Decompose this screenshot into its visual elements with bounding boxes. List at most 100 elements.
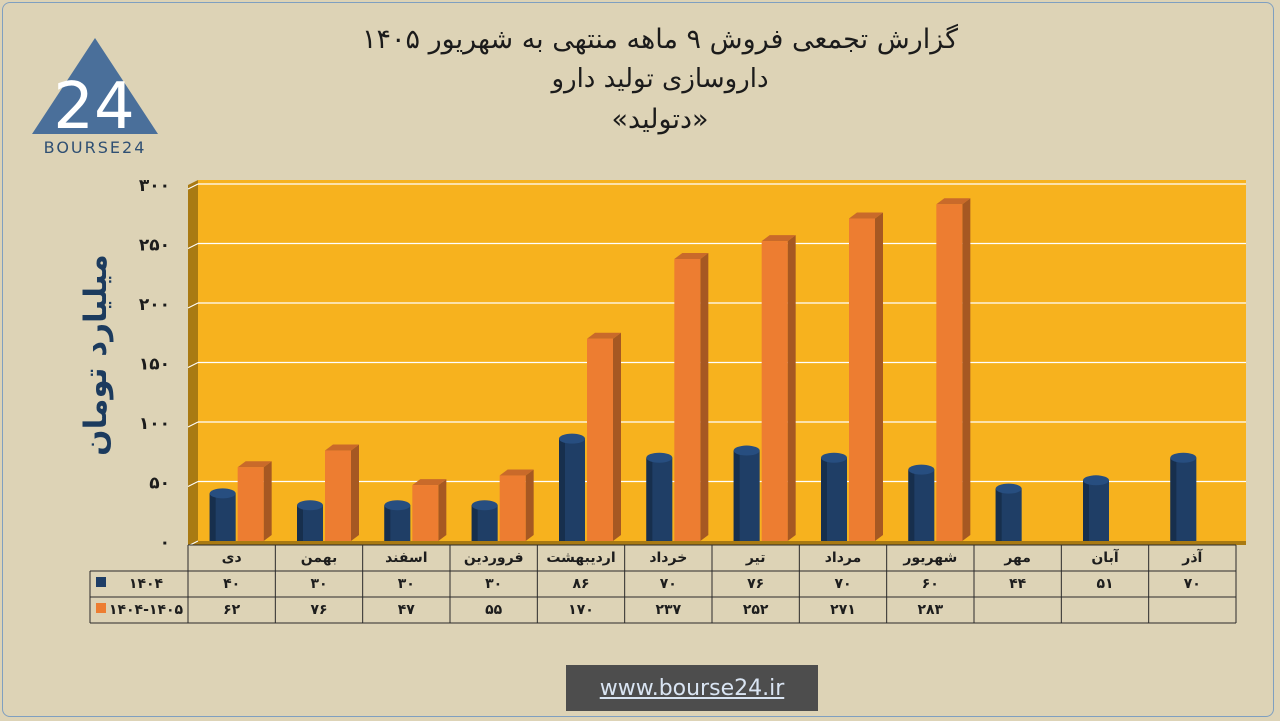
bar-1405 — [412, 485, 439, 541]
gridline-side — [187, 183, 199, 190]
y-tick-label: ۱۰۰ — [139, 414, 170, 434]
table-value: ۲۵۲ — [742, 602, 769, 618]
table-value: ۷۰ — [1183, 576, 1201, 592]
bar-1405 — [936, 204, 963, 542]
website-link[interactable]: www.bourse24.ir — [599, 675, 785, 701]
gridline-side — [187, 243, 199, 249]
bar-1405 — [587, 338, 613, 541]
table-category-label: فروردین — [463, 550, 524, 566]
table-value: ۷۰ — [659, 576, 677, 592]
bar-1404-shade — [1083, 480, 1089, 541]
table-series-name: ۱۴۰۴-۱۴۰۵ — [108, 602, 184, 618]
bar-1405-side — [700, 252, 709, 541]
bar-1404-shade — [297, 505, 303, 541]
table-value: ۳۰ — [397, 576, 415, 592]
bar-1404-top — [646, 452, 673, 463]
table-value: ۲۸۳ — [917, 602, 944, 618]
table-category-label: اردیبهشت — [546, 550, 616, 566]
bar-1404-shade — [559, 438, 565, 541]
table-category-label: دی — [221, 550, 242, 566]
bar-1405 — [761, 241, 788, 541]
bar-1405-top — [237, 461, 272, 468]
y-tick-label: ۲۰۰ — [139, 295, 170, 315]
bar-1404-shade — [209, 493, 216, 541]
bar-1404-top — [821, 452, 847, 463]
bar-1405 — [849, 218, 875, 541]
plot-side-wall — [188, 180, 198, 541]
y-tick-label: ۱۵۰ — [139, 355, 170, 375]
table-category-label: مرداد — [824, 550, 862, 566]
table-value: ۴۰ — [223, 576, 241, 592]
gridline-side — [187, 362, 199, 368]
bar-1405-side — [613, 332, 621, 541]
bar-1405-side — [962, 198, 971, 542]
y-tick-label: ۲۵۰ — [139, 236, 170, 256]
bar-1404-shade — [471, 505, 478, 541]
table-category-label: آذر — [1182, 550, 1203, 566]
bar-1405-top — [412, 479, 447, 486]
bar-1405 — [499, 475, 526, 541]
table-value: ۷۰ — [834, 576, 852, 592]
table-value: ۴۴ — [1009, 576, 1027, 592]
table-value: ۱۷۰ — [568, 602, 594, 618]
legend-key — [96, 577, 106, 587]
website-banner[interactable]: www.bourse24.ir — [566, 665, 818, 711]
bar-1405-top — [936, 198, 971, 205]
table-value: ۸۶ — [572, 576, 590, 592]
table-category-label: خرداد — [649, 550, 688, 566]
bar-1405 — [237, 467, 264, 541]
bar-1405-top — [587, 332, 621, 339]
bar-1404-top — [733, 445, 760, 456]
bar-1405-side — [351, 444, 359, 541]
table-value: ۲۷۱ — [830, 602, 856, 618]
gridline-side — [187, 302, 199, 309]
bar-1405-side — [787, 235, 796, 541]
bar-1404-shade — [995, 488, 1002, 541]
bar-1405-side — [263, 461, 272, 541]
bar-1404-top — [471, 500, 498, 511]
bar-chart: ۰ ۵۰ ۱۰۰ ۱۵۰ ۲۰۰ ۲۵۰ ۳۰۰ — [89, 176, 1246, 624]
bar-1404-shade — [821, 457, 827, 541]
table-value: ۳۰ — [310, 576, 328, 592]
table-value: ۵۱ — [1096, 576, 1114, 592]
table-value: ۷۶ — [747, 576, 765, 592]
bourse24-logo-icon: 24 — [32, 38, 158, 144]
table-value: ۴۷ — [397, 602, 415, 618]
bar-1404-top — [559, 433, 585, 444]
y-tick-label: ۵۰ — [149, 474, 170, 494]
bar-1404-shade — [1170, 457, 1177, 541]
y-tick-label: ۰ — [160, 533, 170, 553]
bar-1405 — [325, 450, 351, 541]
bar-1404-shade — [646, 457, 653, 541]
chart-subtitle-symbol: «دتولید» — [611, 104, 709, 135]
bar-1404-top — [995, 483, 1022, 494]
table-value: ۶۲ — [223, 602, 241, 618]
chart-subtitle-company: داروسازی تولید دارو — [551, 64, 769, 94]
bar-1405-top — [761, 235, 796, 242]
table-category-label: بهمن — [300, 550, 338, 566]
logo-number: 24 — [53, 70, 134, 144]
table-value: ۷۶ — [310, 602, 328, 618]
table-value: ۶۰ — [921, 576, 939, 592]
bar-1404-top — [384, 500, 411, 511]
bar-1404-shade — [908, 469, 915, 541]
table-value: ۵۵ — [485, 602, 503, 618]
y-tick-label: ۳۰۰ — [139, 176, 170, 196]
gridline-side — [187, 481, 199, 487]
bar-1405-top — [499, 469, 534, 476]
bar-1404-top — [1083, 475, 1109, 486]
table-value: ۳۰ — [485, 576, 503, 592]
bar-1405-side — [875, 212, 883, 541]
table-category-label: اسفند — [385, 550, 428, 566]
table-series-name: ۱۴۰۴ — [128, 576, 164, 592]
bar-1404-shade — [733, 450, 740, 541]
bar-1404-top — [209, 488, 236, 499]
table-category-label: آبان — [1091, 550, 1119, 566]
chart-title: گزارش تجمعی فروش ۹ ماهه منتهی به شهریور … — [362, 24, 958, 55]
gridline-side — [187, 421, 199, 428]
bar-1404-shade — [384, 505, 391, 541]
bar-1405 — [674, 258, 701, 541]
bar-1405-side — [525, 469, 534, 541]
plot-area — [198, 180, 1246, 541]
plot-floor — [188, 541, 1246, 545]
